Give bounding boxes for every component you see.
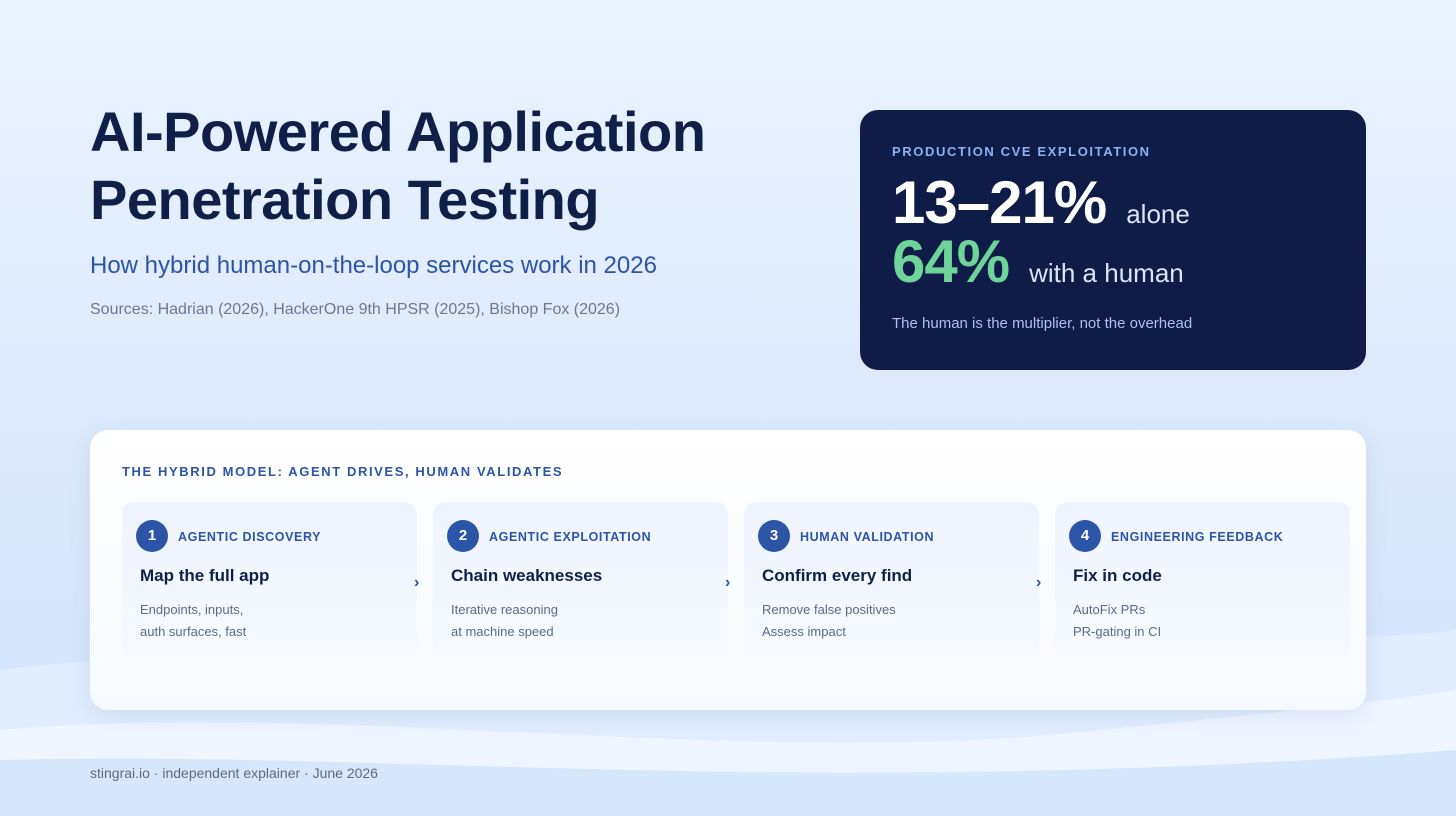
step-number-badge: 2: [447, 520, 479, 552]
title-line-1: AI-Powered Application: [90, 100, 706, 163]
stat-suffix-human: with a human: [1029, 258, 1184, 288]
step-number-badge: 3: [758, 520, 790, 552]
step-card-feedback: 4 ENGINEERING FEEDBACK Fix in code AutoF…: [1055, 502, 1350, 662]
step-description-line: Remove false positives: [762, 602, 896, 617]
stat-note: The human is the multiplier, not the ove…: [892, 315, 1193, 332]
step-number-badge: 1: [136, 520, 168, 552]
step-description-line: PR-gating in CI: [1073, 624, 1162, 639]
title-line-2: Penetration Testing: [90, 168, 600, 231]
stat-card: PRODUCTION CVE EXPLOITATION 13–21% alone…: [860, 110, 1366, 370]
step-description-line: Assess impact: [762, 624, 846, 639]
stat-row-alone: 13–21% alone: [892, 173, 1334, 233]
step-description-line: at machine speed: [451, 624, 554, 639]
step-description: AutoFix PRs PR-gating in CI: [1073, 599, 1161, 643]
hybrid-model-panel: THE HYBRID MODEL: AGENT DRIVES, HUMAN VA…: [90, 430, 1366, 710]
stat-row-human: 64% with a human: [892, 228, 1334, 295]
step-heading: Confirm every find: [762, 566, 913, 585]
step-description-line: auth surfaces, fast: [140, 624, 247, 639]
chevron-right-icon: ›: [725, 574, 731, 591]
step-heading: Chain weaknesses: [451, 566, 603, 585]
stat-suffix-alone: alone: [1126, 199, 1190, 229]
step-heading: Map the full app: [140, 566, 270, 585]
panel-eyebrow: THE HYBRID MODEL: AGENT DRIVES, HUMAN VA…: [122, 464, 564, 479]
step-description: Remove false positives Assess impact: [762, 599, 896, 643]
step-description: Iterative reasoning at machine speed: [451, 599, 558, 643]
stat-eyebrow: PRODUCTION CVE EXPLOITATION: [892, 144, 1151, 159]
stat-value-alone: 13–21%: [892, 169, 1107, 236]
page-subtitle: How hybrid human-on-the-loop services wo…: [90, 252, 657, 279]
step-number-badge: 4: [1069, 520, 1101, 552]
step-card-exploitation: 2 AGENTIC EXPLOITATION Chain weaknesses …: [433, 502, 728, 662]
step-heading: Fix in code: [1073, 566, 1162, 585]
stat-value-human: 64%: [892, 228, 1010, 295]
chevron-right-icon: ›: [1036, 574, 1042, 591]
step-tag: ENGINEERING FEEDBACK: [1111, 530, 1284, 544]
sources-line: Sources: Hadrian (2026), HackerOne 9th H…: [90, 301, 621, 318]
step-card-discovery: 1 AGENTIC DISCOVERY Map the full app End…: [122, 502, 417, 662]
step-card-validation: 3 HUMAN VALIDATION Confirm every find Re…: [744, 502, 1039, 662]
step-tag: AGENTIC DISCOVERY: [178, 530, 322, 544]
page-title: AI-Powered Application Penetration Testi…: [90, 98, 810, 234]
step-description: Endpoints, inputs, auth surfaces, fast: [140, 599, 246, 643]
step-description-line: Endpoints, inputs,: [140, 602, 244, 617]
chevron-right-icon: ›: [414, 574, 420, 591]
footer-credit: stingrai.io · independent explainer · Ju…: [90, 765, 378, 781]
step-tag: AGENTIC EXPLOITATION: [489, 530, 652, 544]
step-description-line: Iterative reasoning: [451, 602, 558, 617]
step-tag: HUMAN VALIDATION: [800, 530, 935, 544]
step-description-line: AutoFix PRs: [1073, 602, 1146, 617]
